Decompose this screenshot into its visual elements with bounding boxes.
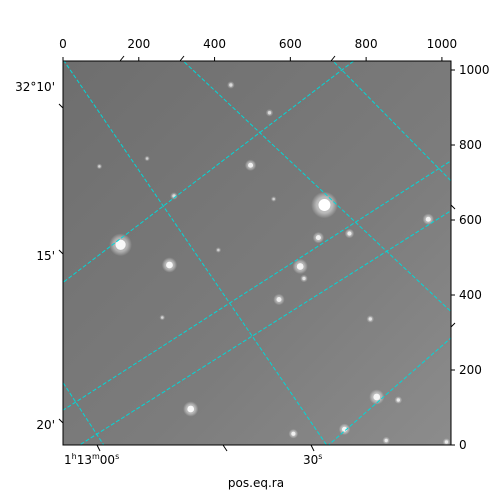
grid-line [327, 337, 451, 445]
source [318, 199, 331, 211]
source [315, 235, 321, 241]
top-tick-label: 0 [59, 37, 67, 51]
grid-line [182, 61, 451, 313]
source [229, 83, 233, 87]
source [145, 157, 149, 160]
source [272, 197, 275, 201]
top-tick-label: 1000 [427, 37, 458, 51]
source [425, 216, 431, 222]
source [384, 438, 388, 443]
grid-line [63, 61, 328, 445]
bottom-world-tick [310, 444, 315, 452]
grid-line [78, 210, 451, 445]
left-world-tick [58, 103, 64, 109]
right-tick-label: 800 [459, 138, 482, 152]
source [368, 317, 372, 321]
top-pixel-axis: 0 200 400 600 800 1000 [59, 37, 458, 62]
sources-layer [96, 81, 451, 445]
bottom-world-tick [222, 444, 228, 452]
right-world-tick [450, 204, 456, 210]
source [166, 261, 173, 269]
source [160, 316, 164, 319]
top-tick-label: 400 [203, 37, 226, 51]
top-tick-label: 800 [355, 37, 378, 51]
source [98, 165, 101, 168]
dec-tick-label: 20' [36, 418, 55, 432]
dec-tick-label: 15' [36, 249, 55, 263]
source [296, 263, 304, 270]
source [267, 111, 272, 115]
source [302, 276, 306, 281]
plot-area [63, 61, 451, 445]
left-dec-axis: 32°10' 15' 20' [15, 80, 64, 432]
right-tick-label: 200 [459, 363, 482, 377]
ra-tick-label: 30s [303, 452, 322, 467]
left-world-tick [58, 249, 64, 255]
top-world-tick [330, 55, 336, 62]
source [115, 239, 126, 250]
right-world-tick [450, 322, 456, 328]
right-pixel-axis: 0 200 400 600 800 1000 [450, 63, 490, 452]
top-tick-label: 600 [279, 37, 302, 51]
coordinate-grid [63, 61, 451, 445]
bottom-ra-axis: 1h13m00s 30s [64, 444, 322, 467]
bottom-world-tick [96, 444, 101, 452]
x-axis-title: pos.eq.ra [228, 476, 284, 490]
plot-frame [62, 60, 452, 446]
source [444, 440, 449, 444]
source [291, 431, 296, 436]
top-world-tick [179, 55, 185, 62]
right-tick-label: 0 [459, 438, 467, 452]
right-tick-label: 400 [459, 288, 482, 302]
top-world-tick [119, 55, 125, 62]
right-tick-label: 600 [459, 213, 482, 227]
source [396, 398, 401, 402]
grid-line [332, 61, 451, 182]
source [347, 231, 352, 236]
source [373, 393, 381, 401]
grid-line [63, 381, 105, 445]
source [217, 248, 220, 252]
grid-line [63, 160, 451, 411]
grid-line [63, 61, 355, 284]
dec-tick-label: 32°10' [15, 80, 55, 94]
right-tick-label: 1000 [459, 63, 490, 77]
ra-tick-label: 1h13m00s [64, 452, 119, 467]
left-world-tick [58, 418, 64, 424]
source [187, 405, 195, 413]
source [276, 296, 282, 303]
source [248, 162, 254, 168]
top-tick-label: 200 [127, 37, 150, 51]
